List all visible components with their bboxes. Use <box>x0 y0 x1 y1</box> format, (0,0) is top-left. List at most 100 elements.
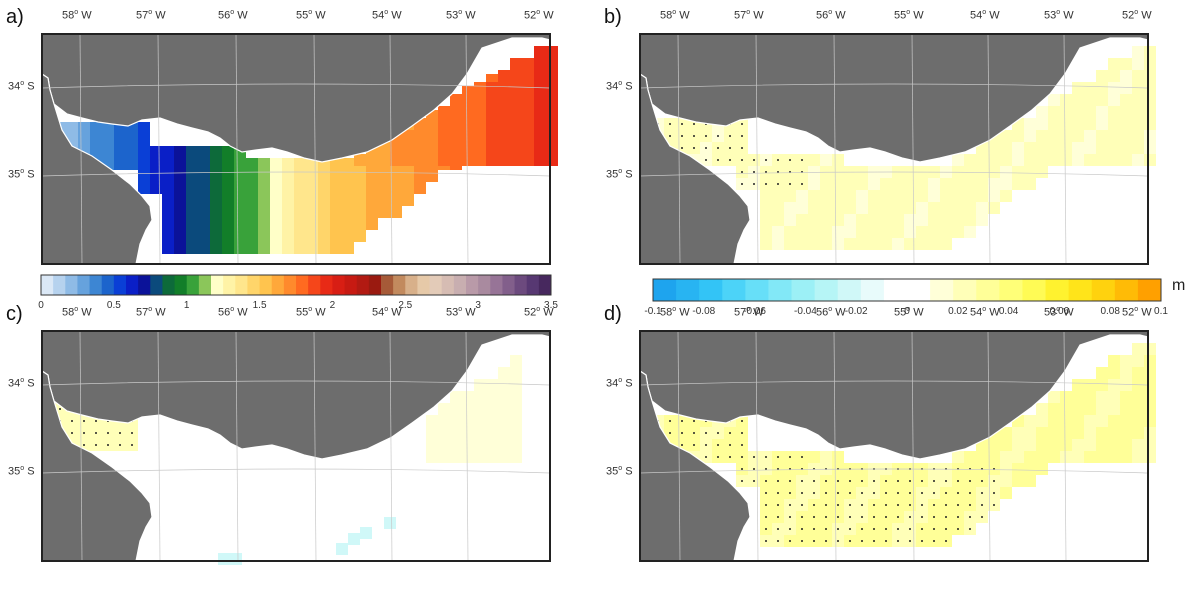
data-cell <box>1036 106 1048 118</box>
significance-dot <box>71 432 73 434</box>
significance-dot <box>717 135 719 137</box>
colorbar-swatch <box>860 279 885 301</box>
data-cell <box>462 106 474 118</box>
data-cell <box>450 118 462 130</box>
significance-dot <box>71 420 73 422</box>
data-cell <box>1000 154 1012 166</box>
data-cell <box>1108 439 1120 451</box>
data-cell <box>246 242 258 254</box>
data-cell <box>1132 154 1144 166</box>
land-west <box>639 72 751 265</box>
data-cell <box>306 194 318 206</box>
data-cell <box>1048 391 1060 403</box>
significance-dot <box>729 159 731 161</box>
data-cell <box>1096 427 1108 439</box>
colorbar-swatch <box>368 275 382 295</box>
data-cell <box>498 451 510 463</box>
data-cell <box>1108 130 1120 142</box>
significance-dot <box>95 444 97 446</box>
data-cell <box>462 391 474 403</box>
colorbar-swatch <box>271 275 285 295</box>
data-cell <box>474 94 486 106</box>
data-cell <box>952 451 964 463</box>
longitude-label: 57o W <box>734 9 764 22</box>
data-cell <box>282 170 294 182</box>
data-cell <box>486 94 498 106</box>
data-cell <box>426 118 438 130</box>
colorbar-tick-label: -0.04 <box>793 306 817 317</box>
data-cell <box>498 130 510 142</box>
data-cell <box>1072 118 1084 130</box>
data-cell <box>234 206 246 218</box>
data-cell <box>1132 355 1144 367</box>
data-cell <box>988 166 1000 178</box>
data-cell <box>880 214 892 226</box>
data-cell <box>1024 154 1036 166</box>
data-cell <box>1096 130 1108 142</box>
data-cell <box>1132 46 1144 58</box>
significance-dot <box>885 480 887 482</box>
data-cell <box>438 415 450 427</box>
colorbar-swatch <box>768 279 793 301</box>
data-cell <box>186 242 198 254</box>
colorbar-swatch <box>429 275 443 295</box>
data-cell <box>498 82 510 94</box>
map-svg <box>639 33 1156 265</box>
colorbar-swatch <box>381 275 394 295</box>
data-cell <box>976 214 988 226</box>
data-cell <box>1096 106 1108 118</box>
significance-dot <box>765 528 767 530</box>
data-cell <box>486 118 498 130</box>
data-cell <box>1024 427 1036 439</box>
data-cell <box>808 190 820 202</box>
significance-dot <box>957 528 959 530</box>
data-cell <box>126 158 138 170</box>
data-cell <box>1096 391 1108 403</box>
data-cell <box>832 202 844 214</box>
longitude-label: 55o W <box>296 9 326 22</box>
panel-a: 58o W 57o W 56o W 55o W 54o W 53o W 52o W 34o S… <box>0 0 597 311</box>
data-cell <box>796 214 808 226</box>
data-cell <box>1132 58 1144 70</box>
data-cell <box>210 182 222 194</box>
data-cell <box>186 194 198 206</box>
data-cell <box>1024 178 1036 190</box>
map-frame <box>41 330 551 562</box>
data-cell <box>210 242 222 254</box>
significance-dot <box>777 159 779 161</box>
data-cell <box>976 451 988 463</box>
data-cell <box>1144 415 1156 427</box>
data-cell <box>856 238 868 250</box>
data-cell <box>1132 391 1144 403</box>
data-cell <box>832 190 844 202</box>
data-cell <box>916 214 928 226</box>
data-cell <box>162 170 174 182</box>
meridian-line <box>755 33 759 265</box>
significance-dot <box>897 480 899 482</box>
longitude-label: 54o W <box>372 9 402 22</box>
data-cell <box>1072 439 1084 451</box>
data-cell <box>1120 379 1132 391</box>
land-west <box>639 369 751 562</box>
data-cell <box>820 214 832 226</box>
data-cell <box>1096 154 1108 166</box>
data-cell <box>940 202 952 214</box>
data-cell <box>952 154 964 166</box>
colorbar-swatch <box>174 275 188 295</box>
data-cell <box>844 178 856 190</box>
data-cell <box>1096 415 1108 427</box>
data-cell <box>1108 355 1120 367</box>
parallel-line <box>639 83 1149 89</box>
colorbar-swatch <box>356 275 370 295</box>
data-cell <box>904 178 916 190</box>
data-cell <box>90 134 102 146</box>
data-cell <box>1108 58 1120 70</box>
data-cell <box>414 170 426 182</box>
data-cell <box>198 158 210 170</box>
data-cell <box>498 415 510 427</box>
data-cell <box>1132 94 1144 106</box>
data-cell <box>258 218 270 230</box>
significance-dot <box>813 480 815 482</box>
colorbar-swatch <box>308 275 321 295</box>
data-cell <box>1144 403 1156 415</box>
